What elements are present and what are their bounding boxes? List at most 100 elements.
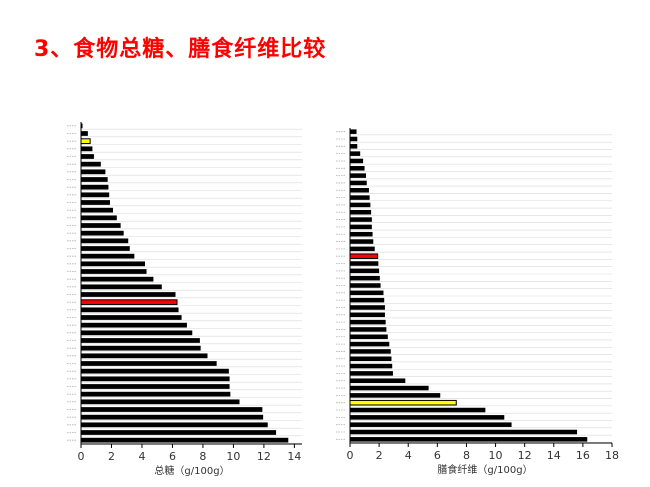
fiber-bar (350, 378, 406, 384)
fiber-bar (350, 312, 385, 318)
fiber-x-tick-label: 16 (576, 449, 590, 462)
sugar-bar (81, 315, 182, 320)
fiber-bar (350, 231, 373, 237)
sugar-bar (81, 391, 231, 397)
sugar-bar (81, 330, 193, 336)
sugar-bar (81, 246, 130, 251)
sugar-x-axis-title: 总糖（g/100g） (154, 464, 229, 477)
sugar-bar (81, 414, 264, 420)
sugar-bar (81, 238, 129, 244)
sugar-bar (81, 276, 154, 282)
sugar-bar (81, 361, 217, 366)
fiber-bar (350, 297, 385, 303)
sugar-bar (81, 261, 146, 267)
sugar-bar (81, 253, 135, 259)
fiber-bar (350, 341, 390, 347)
sugar-bar (81, 307, 179, 313)
fiber-bar (350, 246, 375, 252)
sugar-bar (81, 169, 106, 175)
sugar-bar (81, 430, 277, 435)
sugar-bar (81, 376, 230, 382)
fiber-bar (350, 180, 367, 186)
sugar-bar (81, 177, 108, 182)
fiber-bar (350, 415, 505, 420)
fiber-bar (350, 327, 387, 332)
fiber-x-tick-label: 4 (405, 449, 412, 462)
fiber-bar (350, 261, 379, 266)
fiber-bar (350, 268, 380, 274)
fiber-bar (350, 385, 429, 391)
slide-title: 3、食物总糖、膳食纤维比较 (34, 37, 327, 62)
fiber-bar (350, 166, 365, 171)
sugar-x-tick-label: 4 (138, 450, 145, 463)
sugar-bar (81, 399, 240, 405)
sugar-bar (81, 437, 289, 443)
sugar-bar (81, 161, 101, 167)
sugar-bar (81, 338, 200, 343)
fiber-bar (350, 187, 369, 193)
fiber-x-axis-title: 膳食纤维（g/100g） (437, 463, 532, 476)
fiber-x-tick-label: 18 (605, 449, 619, 462)
sugar-bar (81, 353, 208, 359)
sugar-bar (81, 230, 124, 236)
fiber-bar (350, 305, 385, 310)
fiber-bar (350, 356, 392, 362)
sugar-bar (81, 146, 93, 152)
sugar-bar (81, 292, 176, 297)
fiber-x-tick-label: 0 (347, 449, 354, 462)
sugar-bar (81, 322, 187, 328)
fiber-bar (350, 129, 357, 134)
sugar-x-tick-label: 8 (199, 450, 206, 463)
fiber-bar (350, 217, 372, 222)
fiber-x-tick-label: 8 (463, 449, 470, 462)
fiber-x-tick-label: 14 (547, 449, 561, 462)
fiber-bar (350, 151, 361, 156)
sugar-x-tick-label: 12 (257, 450, 271, 463)
fiber-bar (350, 334, 388, 340)
sugar-bar (81, 269, 147, 274)
sugar-bar (81, 154, 94, 159)
sugar-bar (81, 368, 229, 374)
fiber-bar (350, 393, 441, 398)
fiber-bar (350, 363, 393, 369)
sugar-bar (81, 131, 88, 136)
sugar-x-tick-label: 10 (226, 450, 240, 463)
fiber-bar (350, 209, 372, 215)
sugar-bar (81, 184, 109, 190)
fiber-bar (350, 224, 372, 230)
fiber-bar (350, 158, 364, 164)
fiber-bar (350, 275, 380, 281)
fiber-x-tick-label: 12 (518, 449, 532, 462)
fiber-bar (350, 319, 386, 325)
fiber-bar (350, 239, 374, 244)
fiber-bar (350, 136, 358, 142)
sugar-x-tick-label: 2 (108, 450, 115, 463)
fiber-bar (350, 349, 391, 354)
sugar-bar (81, 200, 110, 205)
fiber-bar (350, 195, 370, 200)
fiber-bar (350, 437, 588, 442)
sugar-bar (81, 207, 114, 213)
sugar-bar (81, 192, 110, 198)
sugar-x-tick-label: 14 (287, 450, 301, 463)
fiber-bar (350, 429, 578, 435)
fiber-x-tick-label: 2 (376, 449, 383, 462)
sugar-x-tick-label: 6 (169, 450, 176, 463)
sugar-bar (81, 407, 263, 412)
fiber-bar (350, 290, 384, 296)
sugar-bar (81, 223, 121, 228)
fiber-bar (350, 371, 393, 376)
fiber-bar (350, 422, 512, 427)
fiber-bar (349, 253, 379, 259)
fiber-bar (350, 407, 486, 413)
sugar-bar (81, 384, 230, 389)
sugar-bar (81, 422, 268, 428)
sugar-bar (81, 284, 162, 290)
sugar-bar (81, 345, 201, 351)
fiber-bar (350, 144, 358, 149)
sugar-x-tick-label: 0 (78, 450, 85, 463)
fiber-x-tick-label: 6 (434, 449, 441, 462)
sugar-bar (81, 215, 117, 221)
